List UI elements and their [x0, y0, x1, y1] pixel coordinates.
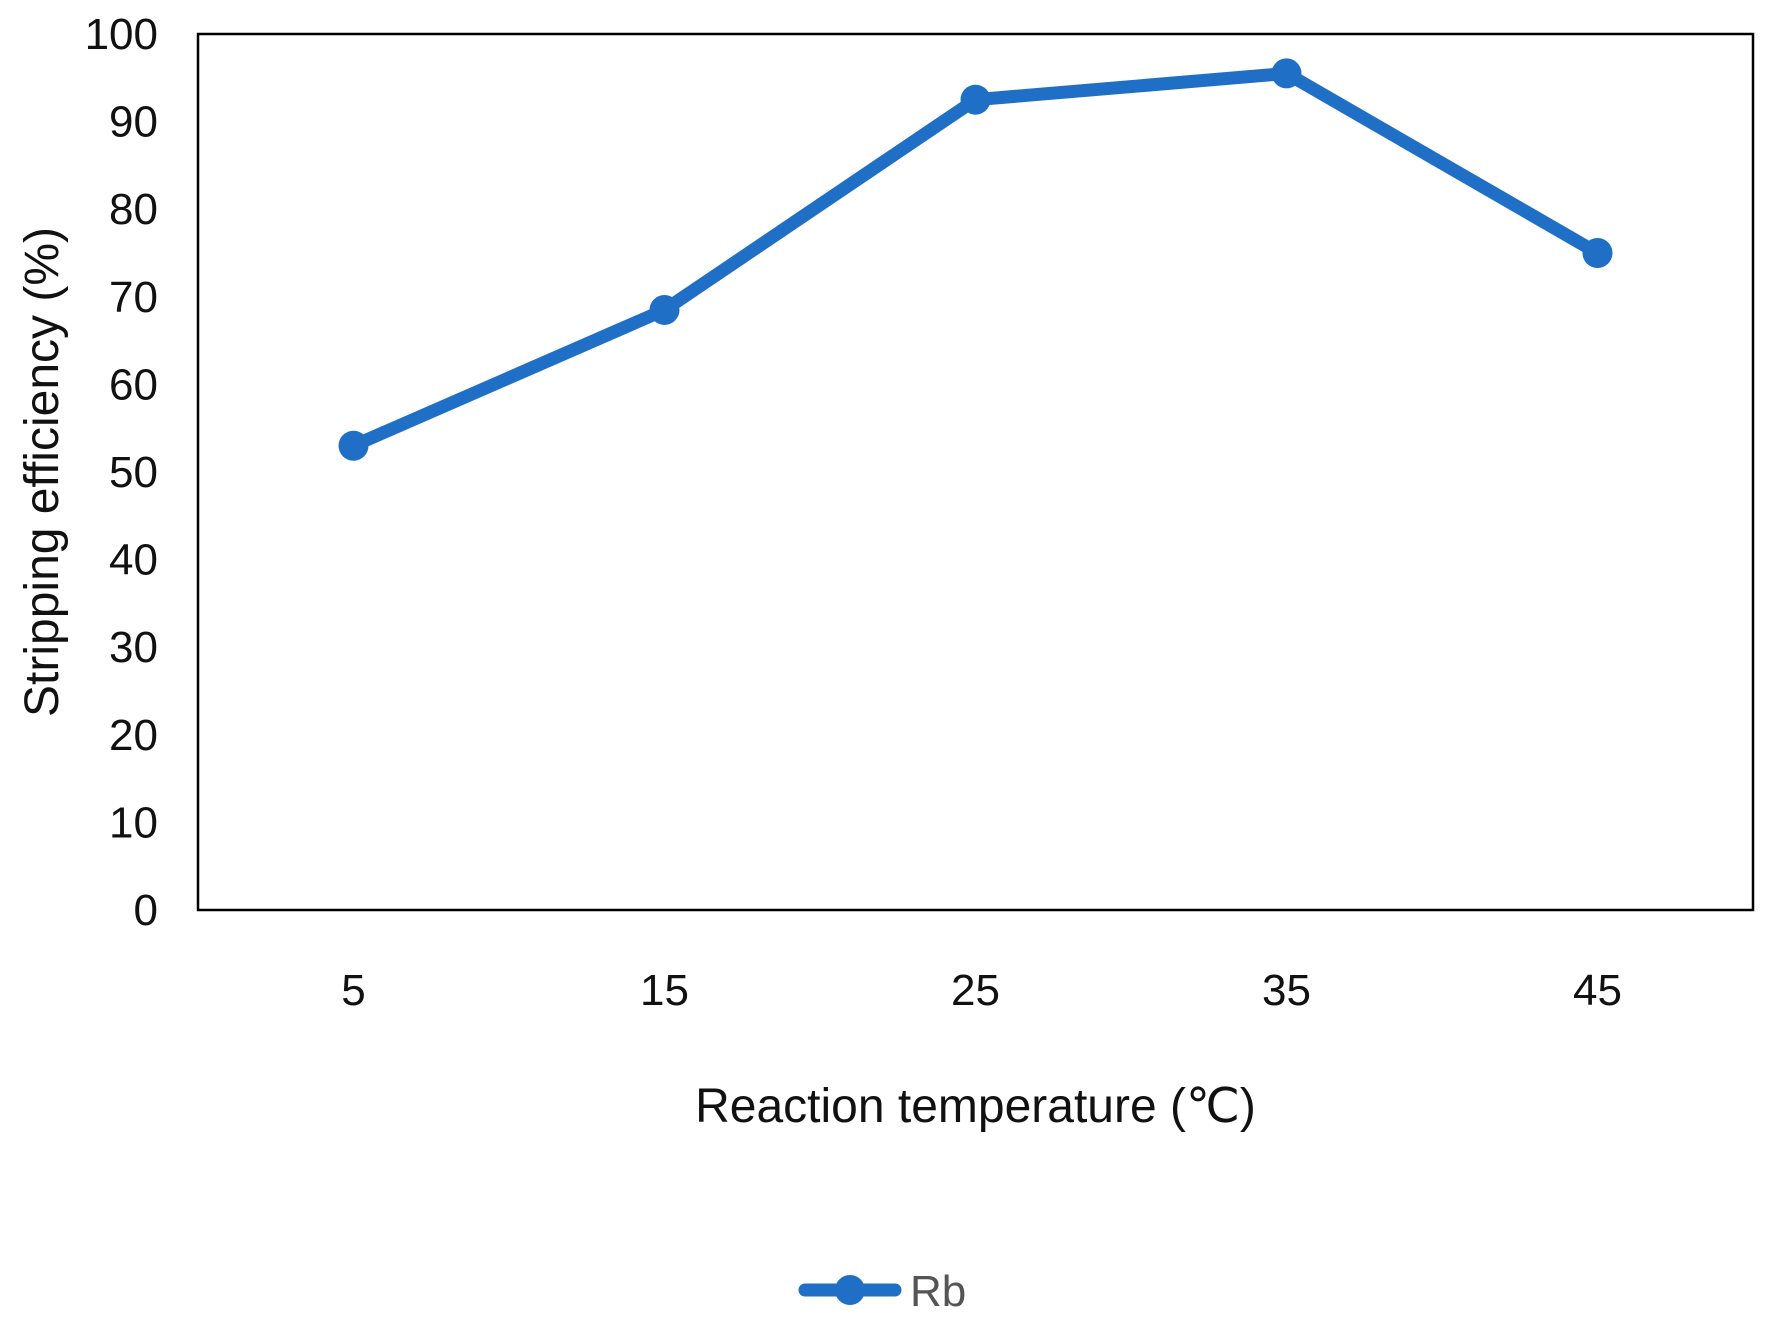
y-axis-ticks: 0 10 20 30 40 50 60 70 80 90 100 — [85, 10, 158, 935]
x-tick-label: 5 — [341, 966, 365, 1015]
y-tick-label: 100 — [85, 10, 158, 59]
series-layer — [338, 58, 1613, 461]
x-axis-title: Reaction temperature (℃) — [695, 1080, 1256, 1133]
y-tick-label: 20 — [109, 711, 158, 760]
series-line-rb — [347, 66, 1604, 453]
plot-area-frame — [196, 32, 1755, 912]
legend-dot-marker — [835, 1275, 865, 1305]
legend: Rb — [798, 1267, 966, 1316]
y-tick-label: 80 — [109, 185, 158, 234]
y-tick-label: 10 — [109, 798, 158, 847]
y-tick-label: 90 — [109, 98, 158, 147]
data-point — [338, 430, 369, 461]
x-tick-label: 45 — [1573, 966, 1622, 1015]
data-point — [649, 294, 680, 325]
data-point — [1582, 238, 1613, 268]
x-tick-label: 15 — [640, 966, 689, 1015]
y-axis-title: Stripping efficiency (%) — [16, 227, 69, 717]
y-tick-label: 70 — [109, 273, 158, 322]
y-tick-label: 60 — [109, 360, 158, 409]
data-point — [1271, 58, 1302, 89]
data-point — [960, 84, 991, 115]
y-tick-label: 40 — [109, 536, 158, 585]
legend-label: Rb — [910, 1267, 966, 1316]
y-tick-label: 0 — [134, 886, 158, 935]
y-tick-label: 50 — [109, 448, 158, 497]
y-tick-label: 30 — [109, 623, 158, 672]
x-axis-ticks: 5 15 25 35 45 — [341, 966, 1622, 1015]
x-tick-label: 25 — [951, 966, 1000, 1015]
x-tick-label: 35 — [1262, 966, 1311, 1015]
